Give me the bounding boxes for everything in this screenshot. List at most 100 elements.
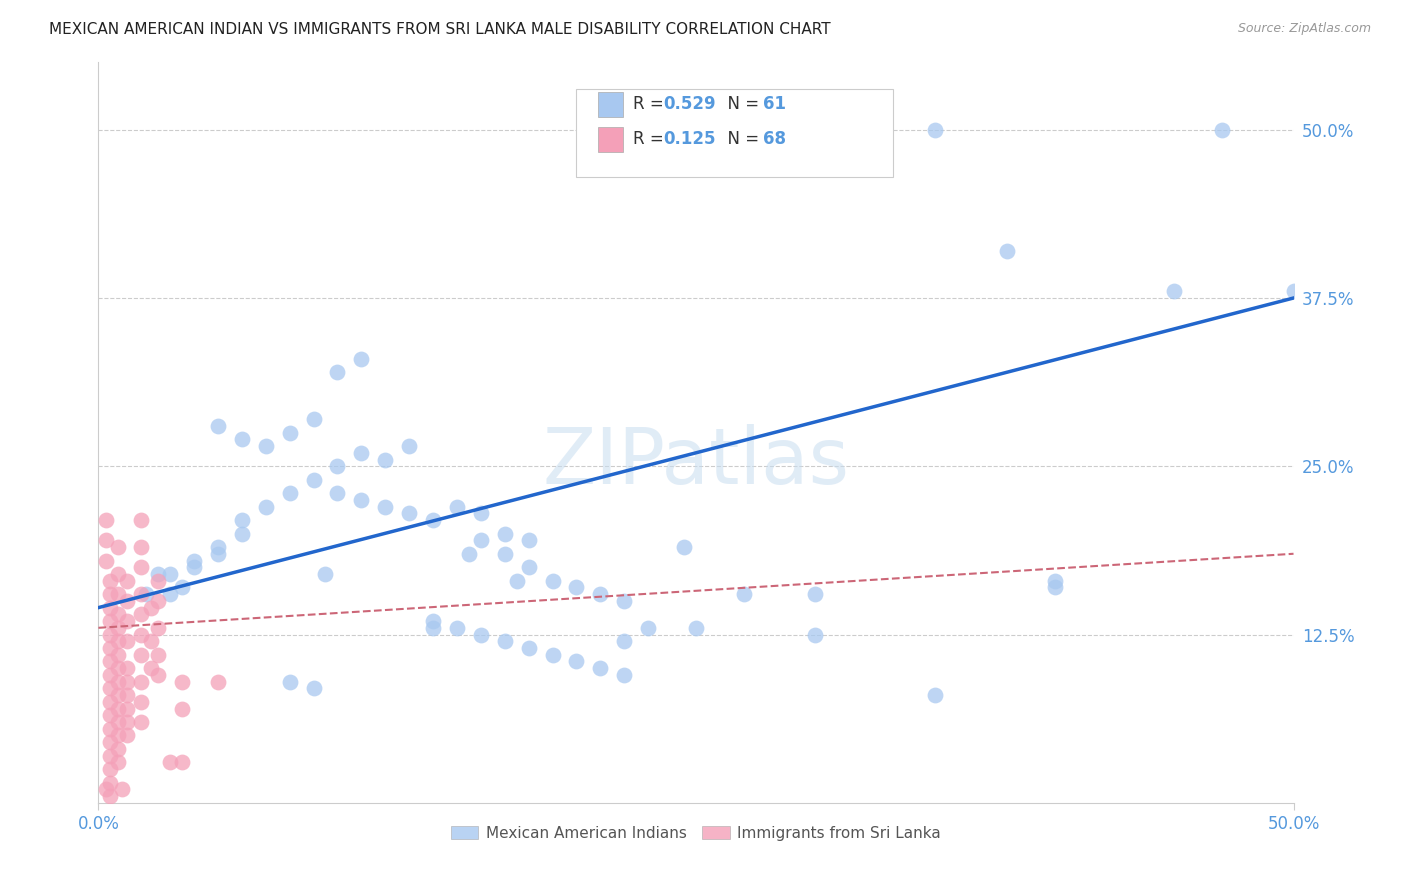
Point [131, 607, 153, 622]
Point [172, 756, 194, 770]
Text: Source: ZipAtlas.com: Source: ZipAtlas.com [1237, 22, 1371, 36]
Point [107, 674, 129, 689]
Point [148, 594, 170, 608]
Point [422, 513, 444, 527]
Point [115, 594, 138, 608]
Point [98, 695, 122, 709]
Point [115, 688, 138, 702]
Point [115, 574, 138, 588]
Point [589, 661, 612, 675]
Point [302, 473, 325, 487]
Point [278, 425, 301, 440]
Point [398, 507, 420, 521]
Point [278, 674, 301, 689]
Point [98, 655, 122, 669]
Point [107, 688, 129, 702]
Point [131, 674, 153, 689]
Text: MEXICAN AMERICAN INDIAN VS IMMIGRANTS FROM SRI LANKA MALE DISABILITY CORRELATION: MEXICAN AMERICAN INDIAN VS IMMIGRANTS FR… [49, 22, 831, 37]
Point [924, 122, 946, 136]
Point [94, 782, 117, 797]
Point [589, 587, 612, 601]
Point [98, 735, 122, 749]
Text: 61: 61 [763, 95, 786, 113]
Point [637, 621, 659, 635]
Point [172, 674, 194, 689]
Point [115, 661, 138, 675]
Text: R =: R = [633, 95, 669, 113]
Text: 0.125: 0.125 [664, 130, 716, 148]
Point [98, 574, 122, 588]
Point [98, 748, 122, 763]
Point [470, 507, 492, 521]
Point [159, 756, 181, 770]
Point [565, 581, 588, 595]
Point [506, 574, 529, 588]
Point [374, 500, 396, 514]
Point [135, 587, 157, 601]
Point [374, 452, 396, 467]
Point [613, 594, 636, 608]
Point [148, 566, 170, 581]
Point [159, 566, 181, 581]
Point [1163, 285, 1185, 299]
Legend: Mexican American Indians, Immigrants from Sri Lanka: Mexican American Indians, Immigrants fro… [444, 820, 948, 847]
Point [254, 439, 277, 453]
Point [350, 446, 373, 460]
Point [326, 459, 349, 474]
Point [107, 540, 129, 554]
Text: 0.529: 0.529 [664, 95, 716, 113]
Point [115, 614, 138, 628]
Point [350, 492, 373, 507]
Point [172, 581, 194, 595]
Point [804, 627, 827, 641]
Point [98, 722, 122, 736]
Point [98, 614, 122, 628]
Point [131, 648, 153, 662]
Point [131, 627, 153, 641]
Text: N =: N = [717, 130, 765, 148]
Point [326, 365, 349, 379]
Text: R =: R = [633, 130, 669, 148]
Point [231, 513, 253, 527]
Point [565, 655, 588, 669]
Point [98, 789, 122, 803]
Point [1043, 581, 1066, 595]
Point [98, 668, 122, 682]
Point [494, 634, 516, 648]
Point [422, 614, 444, 628]
Point [470, 533, 492, 548]
Point [107, 648, 129, 662]
Point [315, 566, 337, 581]
Point [115, 634, 138, 648]
Point [107, 742, 129, 756]
Point [131, 540, 153, 554]
Point [541, 574, 564, 588]
Point [115, 674, 138, 689]
Point [148, 574, 170, 588]
Point [1043, 574, 1066, 588]
Point [172, 701, 194, 715]
Point [613, 668, 636, 682]
Point [139, 661, 162, 675]
Point [131, 714, 153, 729]
Point [98, 775, 122, 789]
Point [98, 600, 122, 615]
Point [422, 621, 444, 635]
Text: ZIPatlas: ZIPatlas [543, 425, 849, 500]
Point [98, 627, 122, 641]
Point [207, 674, 229, 689]
Point [446, 500, 468, 514]
Point [94, 553, 117, 567]
Point [446, 621, 468, 635]
Point [107, 607, 129, 622]
Point [98, 640, 122, 655]
Point [159, 587, 181, 601]
Point [115, 729, 138, 743]
Point [148, 621, 170, 635]
Point [107, 566, 129, 581]
Point [131, 695, 153, 709]
Point [107, 714, 129, 729]
Point [733, 587, 755, 601]
Point [254, 500, 277, 514]
Point [398, 439, 420, 453]
